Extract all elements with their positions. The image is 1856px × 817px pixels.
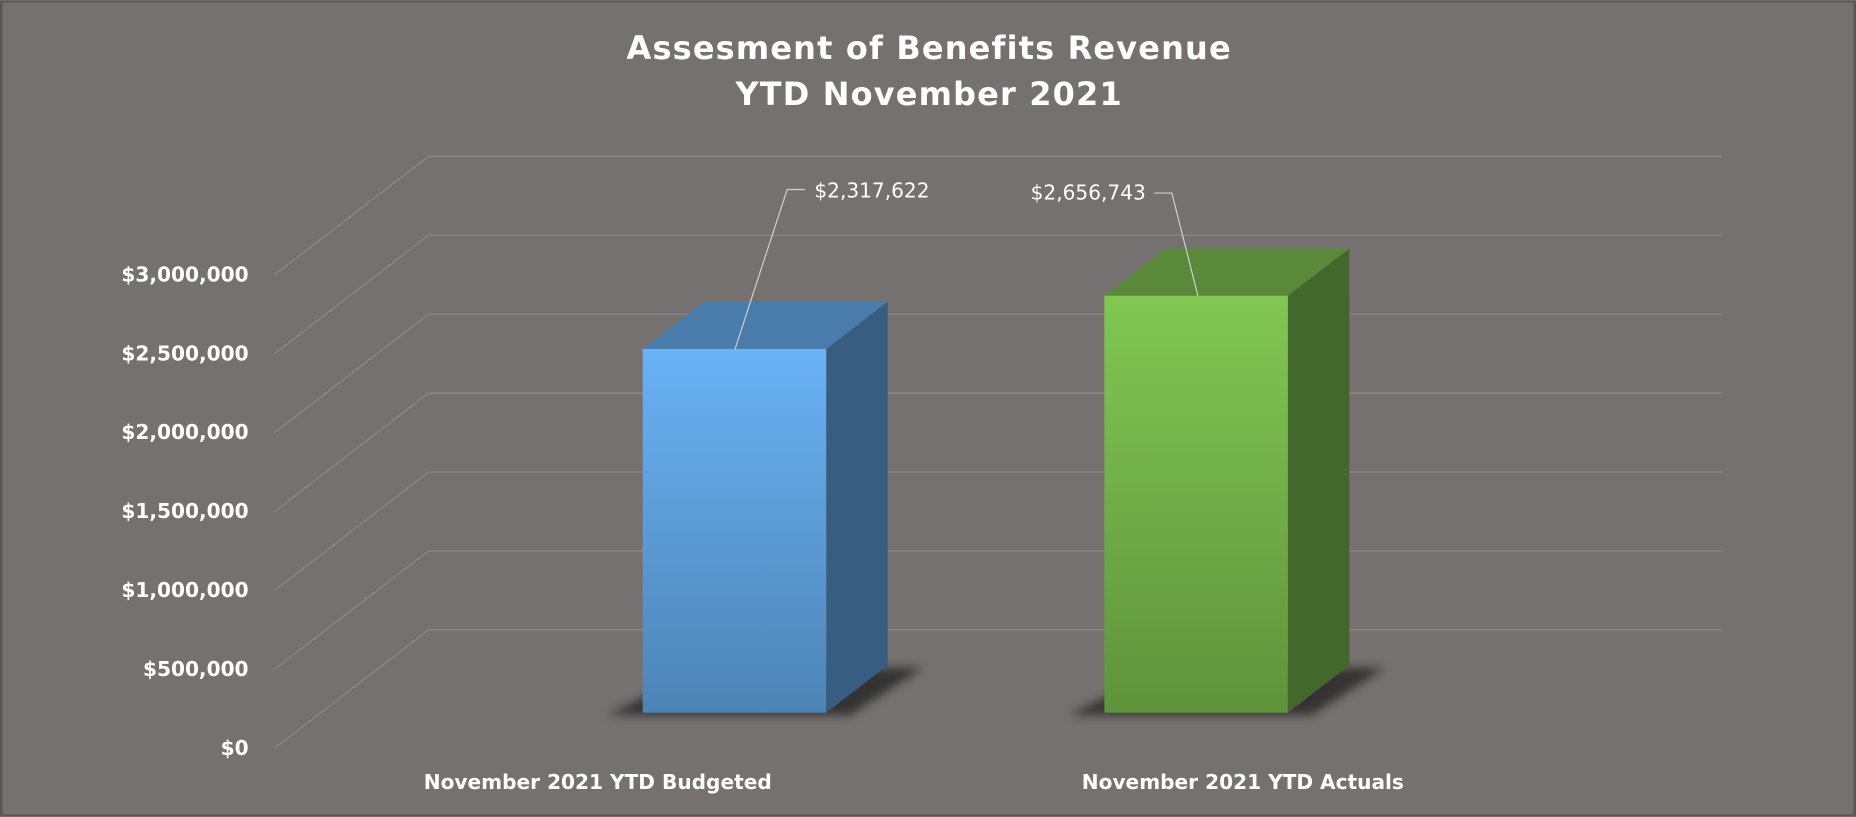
grid-line bbox=[274, 550, 429, 670]
bar bbox=[1104, 295, 1288, 713]
chart-subtitle: YTD November 2021 bbox=[734, 75, 1122, 113]
leader-line bbox=[1154, 192, 1199, 296]
y-tick-label: $500,000 bbox=[143, 657, 249, 681]
x-tick-label: November 2021 YTD Actuals bbox=[1082, 770, 1404, 794]
x-tick-label: November 2021 YTD Budgeted bbox=[424, 770, 772, 794]
grid-line bbox=[274, 471, 429, 591]
grid-line bbox=[274, 155, 429, 276]
data-label: $2,656,743 bbox=[1031, 181, 1146, 205]
grid-line bbox=[274, 234, 429, 355]
chart-title: Assesment of Benefits Revenue bbox=[627, 29, 1232, 67]
y-tick-label: $1,500,000 bbox=[121, 499, 248, 523]
grid-line bbox=[274, 392, 429, 512]
y-tick-label: $3,000,000 bbox=[121, 262, 248, 286]
bar-side bbox=[826, 301, 888, 713]
bar-top bbox=[1104, 248, 1350, 296]
grid-line bbox=[274, 629, 429, 749]
y-tick-label: $0 bbox=[221, 736, 249, 760]
y-tick-label: $2,500,000 bbox=[121, 341, 248, 365]
y-tick-label: $2,000,000 bbox=[121, 420, 248, 444]
data-label: $2,317,622 bbox=[814, 178, 929, 202]
bar bbox=[642, 348, 827, 713]
grid-line bbox=[274, 313, 429, 434]
leader-line bbox=[734, 188, 805, 350]
y-tick-label: $1,000,000 bbox=[121, 578, 248, 602]
bar-side bbox=[1287, 248, 1350, 713]
bar-top bbox=[642, 301, 888, 349]
